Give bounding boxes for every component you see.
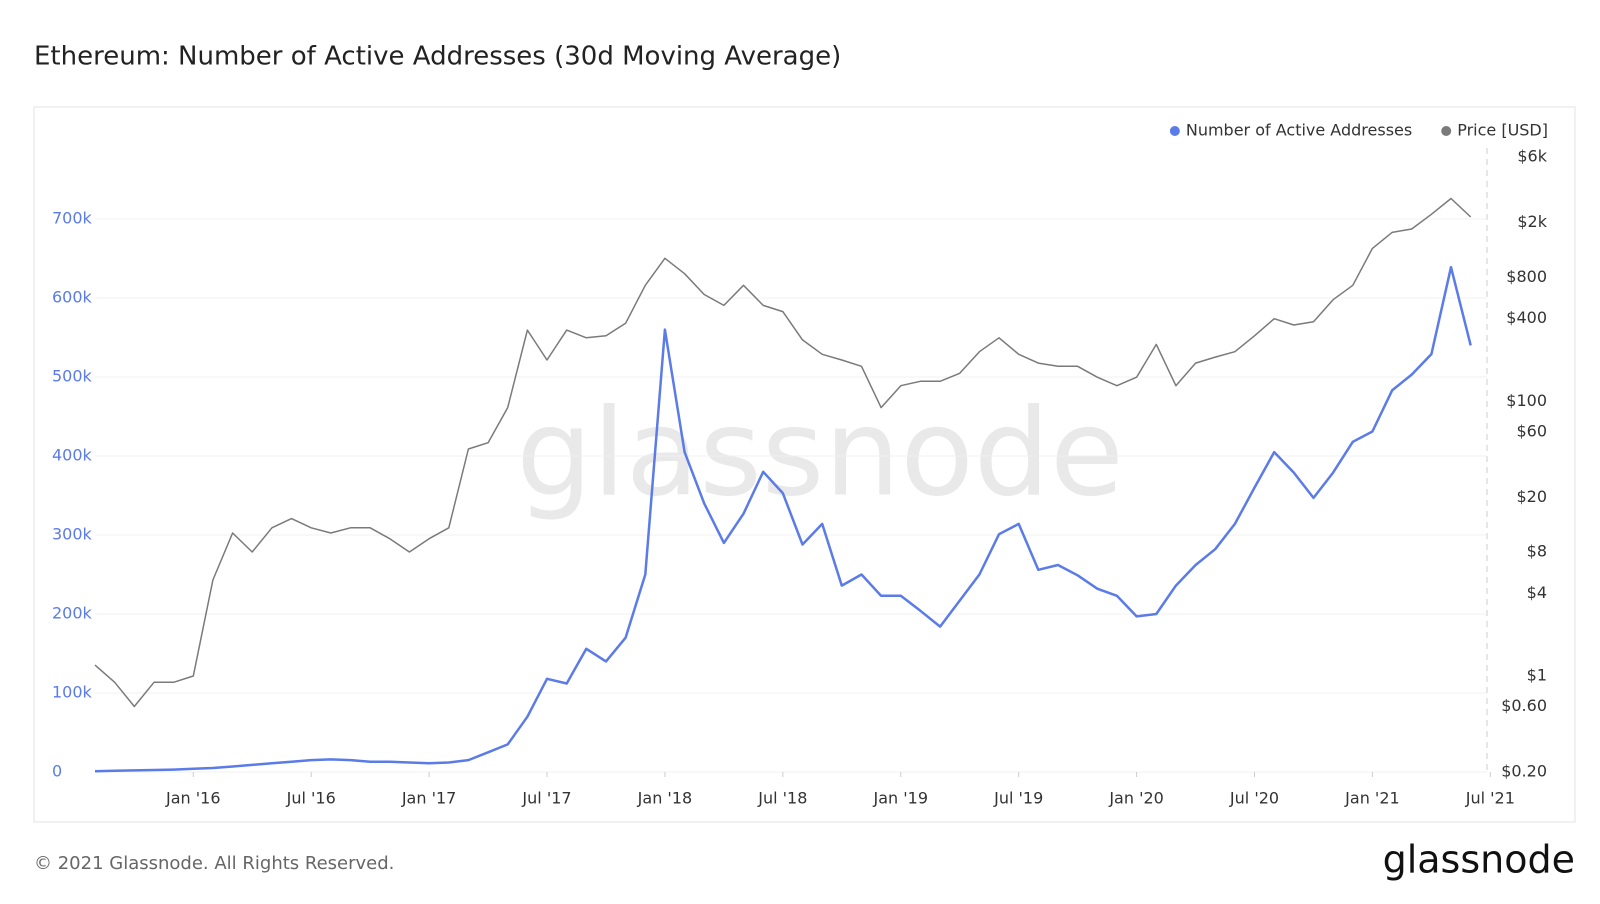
y-tick-label: 400k xyxy=(52,446,93,465)
x-tick-label: Jan '21 xyxy=(1344,789,1400,808)
series-line xyxy=(94,265,1472,773)
legend-label: Price [USD] xyxy=(1457,121,1548,140)
y-tick-label: 300k xyxy=(52,525,93,544)
x-tick-label: Jul '18 xyxy=(757,789,807,808)
y2-tick-label: $60 xyxy=(1516,421,1547,440)
y-tick-label: 100k xyxy=(52,683,93,702)
y2-tick-label: $6k xyxy=(1517,147,1547,166)
legend-swatch xyxy=(1441,126,1452,136)
x-tick-label: Jan '20 xyxy=(1108,789,1164,808)
legend-swatch xyxy=(1169,126,1180,136)
y2-tick-label: $8 xyxy=(1527,541,1547,560)
chart-title: Ethereum: Number of Active Addresses (30… xyxy=(34,42,841,72)
y-tick-label: 700k xyxy=(52,209,93,228)
x-tick-label: Jan '18 xyxy=(637,789,693,808)
logo: glassnode xyxy=(1383,838,1575,882)
y-tick-label: 500k xyxy=(52,367,93,386)
x-tick-label: Jul '16 xyxy=(286,789,336,808)
y2-tick-label: $400 xyxy=(1506,308,1547,327)
y-tick-label: 0 xyxy=(52,762,62,781)
x-tick-label: Jul '19 xyxy=(993,789,1043,808)
legend-label: Number of Active Addresses xyxy=(1186,121,1412,140)
y2-tick-label: $800 xyxy=(1506,267,1547,286)
footer: © 2021 Glassnode. All Rights Reserved. xyxy=(34,853,394,874)
y2-tick-label: $0.20 xyxy=(1501,762,1547,781)
y2-tick-label: $4 xyxy=(1527,583,1547,602)
x-tick-label: Jan '17 xyxy=(401,789,457,808)
x-tick-label: Jul '21 xyxy=(1465,789,1515,808)
y2-tick-label: $1 xyxy=(1527,666,1547,685)
y2-tick-label: $2k xyxy=(1517,212,1547,231)
x-tick-label: Jan '19 xyxy=(873,789,929,808)
x-tick-label: Jul '17 xyxy=(521,789,571,808)
x-tick-label: Jan '16 xyxy=(165,789,221,808)
y2-tick-label: $100 xyxy=(1506,391,1547,410)
x-tick-label: Jul '20 xyxy=(1229,789,1279,808)
series-line xyxy=(94,197,1472,708)
y2-tick-label: $0.60 xyxy=(1501,696,1547,715)
chart-frame xyxy=(33,106,1576,823)
y-tick-label: 600k xyxy=(52,288,93,307)
y2-tick-label: $20 xyxy=(1516,487,1547,506)
y-tick-label: 200k xyxy=(52,604,93,623)
watermark: glassnode xyxy=(516,385,1124,524)
